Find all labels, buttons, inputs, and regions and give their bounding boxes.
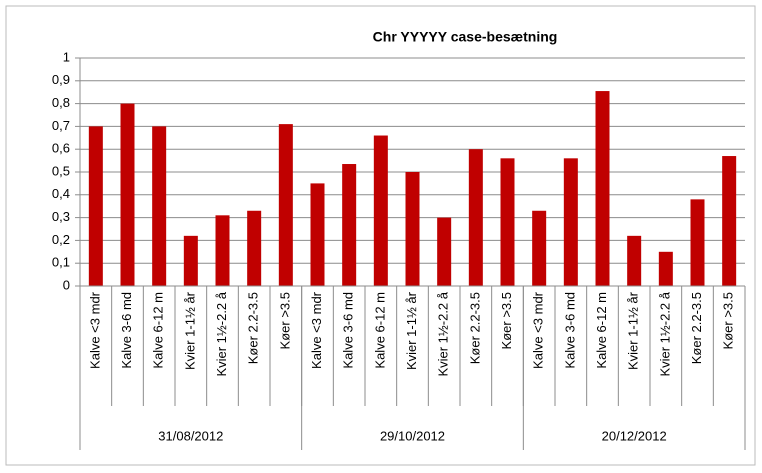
- x-tick-label: Kalve <3 mdr: [531, 291, 546, 369]
- group-label: 20/12/2012: [602, 428, 667, 443]
- x-tick-label: Kalve 3-6 md: [562, 292, 577, 369]
- x-tick-label: Kalve 6-12 m: [594, 292, 609, 369]
- bar: [722, 156, 737, 286]
- bar: [690, 199, 705, 286]
- bar: [405, 172, 420, 286]
- y-tick-label: 0,3: [52, 209, 70, 224]
- bar: [152, 126, 167, 287]
- y-tick-label: 0,6: [52, 141, 70, 156]
- x-tick-label: Køer 2.2-3.5: [467, 292, 482, 364]
- bar: [88, 126, 103, 287]
- x-tick-label: Kalve 3-6 md: [341, 292, 356, 369]
- x-tick-label: Køer >3.5: [721, 292, 736, 349]
- y-tick-label: 0,4: [52, 186, 70, 201]
- x-tick-label: Kvier 1½-2.2 å: [657, 291, 672, 376]
- bar: [310, 183, 325, 286]
- y-tick-label: 0,5: [52, 163, 70, 178]
- y-tick-label: 0,8: [52, 95, 70, 110]
- bar: [215, 215, 230, 286]
- x-tick-label: Kalve <3 mdr: [309, 291, 324, 369]
- x-tick-label: Kvier 1½-2.2 å: [214, 291, 229, 376]
- x-tick-label: Kalve 6-12 m: [372, 292, 387, 369]
- bar: [373, 135, 388, 286]
- y-tick-label: 0,9: [52, 72, 70, 87]
- bar: [595, 91, 610, 286]
- x-tick-label: Kvier 1-1½ år: [182, 291, 197, 370]
- x-tick-label: Køer 2.2-3.5: [246, 292, 261, 364]
- bar: [532, 210, 547, 286]
- y-tick-label: 1: [63, 49, 70, 64]
- x-tick-label: Køer 2.2-3.5: [689, 292, 704, 364]
- x-tick-label: Kvier 1-1½ år: [404, 291, 419, 370]
- bar: [437, 217, 452, 286]
- bar: [468, 149, 483, 286]
- group-label: 29/10/2012: [380, 428, 445, 443]
- bar: [658, 251, 673, 286]
- bar: [278, 124, 293, 287]
- bar: [342, 164, 357, 286]
- x-tick-label: Kalve <3 mdr: [87, 291, 102, 369]
- x-tick-label: Kalve 6-12 m: [151, 292, 166, 369]
- x-tick-label: Kvier 1-1½ år: [626, 291, 641, 370]
- y-tick-label: 0,1: [52, 255, 70, 270]
- bar: [120, 103, 135, 286]
- bar: [183, 235, 198, 286]
- bar: [247, 210, 262, 286]
- x-tick-label: Kvier 1½-2.2 å: [436, 291, 451, 376]
- bar: [500, 158, 515, 286]
- chart-title: Chr YYYYY case-besætning: [373, 29, 558, 45]
- y-tick-label: 0,2: [52, 232, 70, 247]
- y-tick-label: 0,7: [52, 118, 70, 133]
- bar: [563, 158, 578, 286]
- x-tick-label: Kalve 3-6 md: [119, 292, 134, 369]
- y-tick-label: 0: [63, 277, 70, 292]
- x-tick-label: Køer >3.5: [499, 292, 514, 349]
- bar: [627, 235, 642, 286]
- x-tick-label: Køer >3.5: [277, 292, 292, 349]
- group-label: 31/08/2012: [158, 428, 223, 443]
